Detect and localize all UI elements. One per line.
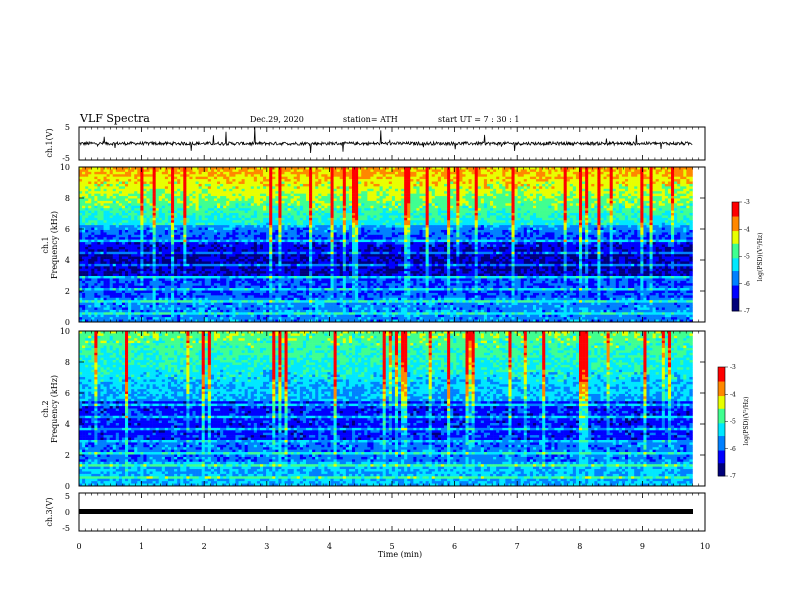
colorbar-tick-label: -3 (730, 364, 736, 371)
frequency-tick-label: 6 (65, 389, 70, 398)
ch3-waveform-panel: 5 0 -5 ch.3(V) (45, 492, 706, 533)
frequency-tick-label: 4 (65, 420, 70, 429)
colorbar-tick-label: -7 (730, 473, 736, 480)
ch2-spectrogram-image (79, 331, 705, 487)
ch3-waveform-line (79, 509, 693, 514)
ch1-frequency-ticks: 0 2 4 6 8 10 (60, 163, 705, 327)
frequency-tick-label: 0 (65, 482, 70, 491)
colorbar-tick-label: -6 (744, 281, 750, 288)
ch2-colorbar-gradient (718, 367, 725, 477)
ch1-spectrogram-panel: 0 2 4 6 8 10 ch.1 Frequency (kHz) (41, 163, 706, 327)
ch1-ytick-bottom: -5 (62, 154, 70, 163)
time-tick-label: 2 (202, 542, 207, 551)
ch1-waveform-line (78, 127, 693, 154)
ch1-channel-label: ch.1 (41, 236, 50, 253)
frequency-tick-label: 2 (65, 287, 70, 296)
time-tick-label: 5 (389, 542, 394, 551)
ch3-ytick-bottom: -5 (62, 524, 70, 533)
ch2-channel-label: ch.2 (41, 400, 50, 417)
frequency-tick-label: 10 (60, 163, 70, 172)
frequency-tick-label: 8 (65, 194, 70, 203)
ch2-colorbar-label: log(PSD)(V²/Hz) (743, 397, 750, 446)
date-label: Dec.29, 2020 (250, 115, 304, 124)
ch3-ytick-top: 5 (65, 492, 70, 501)
frequency-tick-label: 6 (65, 225, 70, 234)
colorbar-tick-label: -6 (730, 446, 736, 453)
ch2-spectrogram-panel: 0 2 4 6 8 10 ch.2 Frequency (kHz) (41, 327, 706, 491)
ch1-colorbar-ticks: -3 -4 -5 -6 -7 (739, 199, 750, 315)
ch2-frequency-ticks: 0 2 4 6 8 10 (60, 327, 705, 491)
time-tick-label: 1 (139, 542, 144, 551)
ch2-colorbar: -3 -4 -5 -6 -7 log(PSD)(V²/Hz) (717, 364, 750, 480)
time-tick-label: 4 (327, 542, 332, 551)
ch1-frequency-axis-label: Frequency (kHz) (50, 211, 59, 279)
time-tick-label: 0 (76, 542, 81, 551)
ch1-colorbar: -3 -4 -5 -6 -7 log(PSD)(V²/Hz) (731, 199, 764, 315)
time-tick-label: 8 (577, 542, 582, 551)
colorbar-tick-label: -3 (744, 199, 750, 206)
ch3-ytick-mid: 0 (65, 508, 70, 517)
colorbar-tick-label: -4 (744, 226, 750, 233)
ch1-waveform-panel: 5 -5 ch.1(V) (45, 123, 706, 163)
colorbar-tick-label: -4 (730, 391, 736, 398)
figure-title: VLF Spectra (79, 112, 150, 125)
time-tick-label: 3 (264, 542, 269, 551)
station-label: station= ATH (343, 115, 398, 124)
time-axis-label: Time (min) (378, 550, 422, 559)
frequency-tick-label: 4 (65, 256, 70, 265)
frequency-tick-label: 0 (65, 318, 70, 327)
ch2-frequency-axis-label: Frequency (kHz) (50, 375, 59, 443)
start-time-label: start UT = 7 : 30 : 1 (438, 115, 519, 124)
colorbar-tick-label: -7 (744, 308, 750, 315)
time-tick-label: 10 (700, 542, 710, 551)
ch1-spectrogram-image (79, 167, 705, 323)
ch3-voltage-axis-label: ch.3(V) (45, 497, 54, 526)
time-tick-label: 7 (515, 542, 520, 551)
ch2-colorbar-ticks: -3 -4 -5 -6 -7 (725, 364, 736, 480)
time-tick-label: 6 (452, 542, 457, 551)
colorbar-tick-label: -5 (744, 254, 750, 261)
ch1-ytick-top: 5 (65, 123, 70, 132)
frequency-tick-label: 2 (65, 451, 70, 460)
time-axis: 0 1 2 3 4 5 6 7 8 9 10 (76, 127, 710, 551)
frequency-tick-label: 10 (60, 327, 70, 336)
ch1-colorbar-label: log(PSD)(V²/Hz) (757, 233, 764, 282)
ch1-waveform-frame (78, 126, 706, 161)
colorbar-tick-label: -5 (730, 419, 736, 426)
ch1-voltage-axis-label: ch.1(V) (45, 128, 54, 157)
time-tick-label: 9 (640, 542, 645, 551)
ch1-colorbar-gradient (732, 202, 739, 312)
frequency-tick-label: 8 (65, 358, 70, 367)
